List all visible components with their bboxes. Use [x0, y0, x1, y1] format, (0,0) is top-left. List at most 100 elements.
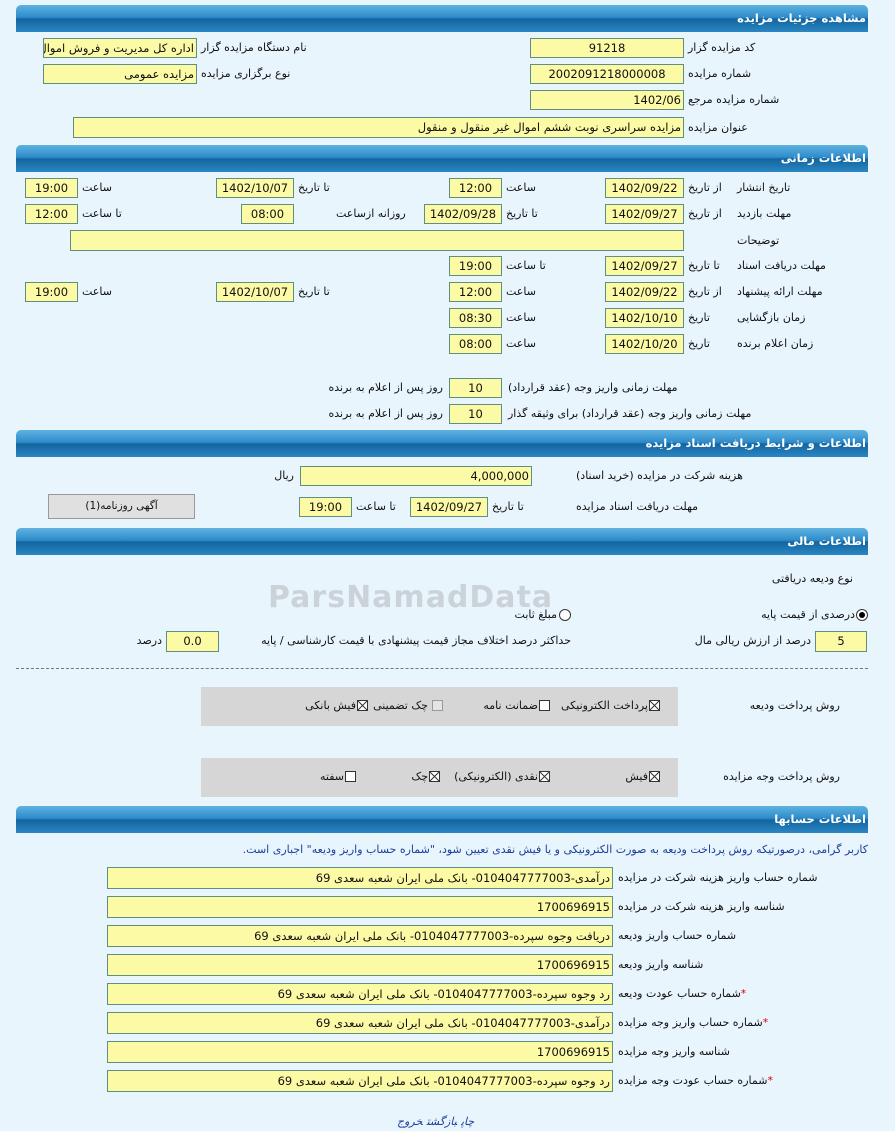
- checkbox-cheque[interactable]: [429, 771, 440, 782]
- to-date-label: تا تاریخ: [506, 207, 538, 220]
- account-row-value: دریافت وجوه سپرده-0104047777003- بانک مل…: [107, 925, 613, 947]
- pay-contract-suffix: روز پس از اعلام به برنده: [328, 381, 443, 394]
- account-row-label: شماره حساب واریز ودیعه: [618, 928, 736, 944]
- offer-to-time: 19:00: [25, 282, 78, 302]
- notes-field: [70, 230, 684, 251]
- type-label: نوع برگزاری مزایده: [201, 67, 291, 80]
- payment-methods-label: روش پرداخت وجه مزایده: [723, 770, 840, 783]
- checkbox-electronic[interactable]: [649, 700, 660, 711]
- offer-from-date: 1402/09/22: [605, 282, 684, 302]
- type-field: مزایده عمومی: [43, 64, 197, 84]
- radio-fixed[interactable]: [559, 609, 571, 621]
- checkbox-guarantee-label: ضمانت نامه: [483, 699, 538, 712]
- winner-time: 08:00: [449, 334, 502, 354]
- account-label-text: شماره حساب واریز ودیعه: [618, 929, 737, 942]
- radio-percent-label: درصدی از قیمت پایه: [761, 608, 855, 621]
- footer-links: چاپبازگشتخروج: [395, 1114, 476, 1130]
- org-field: اداره کل مدیریت و فروش اموال: [43, 38, 197, 58]
- to-date-label: تا تاریخ: [298, 181, 330, 194]
- checkbox-promissory[interactable]: [345, 771, 356, 782]
- account-label-text: شماره حساب واریز وجه مزایده: [618, 1016, 763, 1029]
- offer-label: مهلت ارائه پیشنهاد: [737, 285, 823, 298]
- account-row-value: 1700696915: [107, 1041, 613, 1063]
- to-date-label: تا تاریخ: [688, 259, 720, 272]
- docs-deadline-date: 1402/09/27: [410, 497, 488, 517]
- account-row-value: درآمدی-0104047777003- بانک ملی ایران شعب…: [107, 867, 613, 889]
- pay-collateral-label: مهلت زمانی واریز وجه (عقد قرارداد) برای …: [508, 407, 752, 420]
- account-row-value: درآمدی-0104047777003- بانک ملی ایران شعب…: [107, 1012, 613, 1034]
- checkbox-promissory-label: سفته: [320, 770, 344, 783]
- hour-label: ساعت: [506, 337, 536, 350]
- divider: [16, 668, 868, 669]
- fee-label: هزینه شرکت در مزایده (خرید اسناد): [576, 469, 743, 482]
- section-header-docs: اطلاعات و شرایط دریافت اسناد مزایده: [16, 430, 868, 457]
- checkbox-electronic-label: پرداخت الکترونیکی: [561, 699, 648, 712]
- exit-link[interactable]: خروج: [397, 1115, 423, 1128]
- hour-label: ساعت: [82, 181, 112, 194]
- pay-contract-days: 10: [449, 378, 502, 398]
- deposit-methods-label: روش پرداخت ودیعه: [749, 699, 840, 712]
- checkbox-cheque-guarantee[interactable]: [432, 700, 443, 711]
- account-row-value: 1700696915: [107, 896, 613, 918]
- currency-label: ریال: [274, 469, 294, 482]
- max-diff-unit: درصد: [136, 634, 162, 647]
- visit-daily-from: 08:00: [241, 204, 294, 224]
- checkbox-cash-electronic[interactable]: [539, 771, 550, 782]
- account-row-label: شماره حساب واریز هزینه شرکت در مزایده: [618, 870, 817, 886]
- required-mark: *: [762, 1016, 769, 1029]
- to-date-label: تا تاریخ: [298, 285, 330, 298]
- radio-percent[interactable]: [856, 609, 868, 621]
- hour-label: ساعت: [506, 311, 536, 324]
- checkbox-bank-receipt[interactable]: [357, 700, 368, 711]
- visit-from-date: 1402/09/27: [605, 204, 684, 224]
- required-mark: *: [740, 987, 747, 1000]
- hour-label: ساعت: [506, 285, 536, 298]
- account-label-text: شناسه واریز هزینه شرکت در مزایده: [618, 900, 785, 913]
- fee-field: 4,000,000: [300, 466, 532, 486]
- winner-date: 1402/10/20: [605, 334, 684, 354]
- checkbox-guarantee[interactable]: [539, 700, 550, 711]
- offer-from-time: 12:00: [449, 282, 502, 302]
- account-row-label: شناسه واریز هزینه شرکت در مزایده: [618, 899, 785, 915]
- winner-label: زمان اعلام برنده: [737, 337, 814, 350]
- deposit-type-label: نوع ودیعه دریافتی: [771, 572, 853, 585]
- code-label: کد مزایده گزار: [688, 41, 756, 54]
- max-diff-label: حداکثر درصد اختلاف مجاز قیمت پیشنهادی با…: [261, 634, 571, 647]
- visit-label: مهلت بازدید: [737, 207, 792, 220]
- section-header-accounts: اطلاعات حسابها: [16, 806, 868, 833]
- account-label-text: شناسه واریز وجه مزایده: [618, 1045, 730, 1058]
- back-link[interactable]: بازگشت: [426, 1115, 457, 1128]
- to-hour-label: تا ساعت: [356, 500, 396, 513]
- title-label: عنوان مزایده: [688, 121, 748, 134]
- date-label: تاریخ: [688, 311, 710, 324]
- opening-date: 1402/10/10: [605, 308, 684, 328]
- account-label-text: شماره حساب عودت ودیعه: [618, 987, 741, 1000]
- offer-to-date: 1402/10/07: [216, 282, 294, 302]
- publish-to-time: 19:00: [25, 178, 78, 198]
- date-label: تاریخ: [688, 337, 710, 350]
- from-date-label: از تاریخ: [688, 285, 722, 298]
- to-hour-label: تا ساعت: [506, 259, 546, 272]
- section-header-time: اطلاعات زمانی: [16, 145, 868, 172]
- percent-label: درصد از ارزش ریالی مال: [694, 634, 811, 647]
- hour-label: ساعت: [506, 181, 536, 194]
- account-label-text: شماره حساب واریز هزینه شرکت در مزایده: [618, 871, 818, 884]
- ref-label: شماره مزایده مرجع: [688, 93, 780, 106]
- accounts-note: کاربر گرامی، درصورتیکه روش پرداخت ودیعه …: [242, 843, 868, 856]
- print-link[interactable]: چاپ: [460, 1115, 475, 1128]
- notes-label: توضیحات: [737, 234, 780, 247]
- opening-label: زمان بازگشایی: [737, 311, 806, 324]
- checkbox-receipt[interactable]: [649, 771, 660, 782]
- to-date-label: تا تاریخ: [492, 500, 524, 513]
- doc-deadline-date: 1402/09/27: [605, 256, 684, 276]
- max-diff-field: 0.0: [166, 631, 219, 652]
- account-row-label: *شماره حساب واریز وجه مزایده: [618, 1015, 768, 1031]
- to-hour-label: تا ساعت: [82, 207, 122, 220]
- hour-label: ساعت: [82, 285, 112, 298]
- account-row-value: رد وجوه سپرده-0104047777003- بانک ملی ای…: [107, 983, 613, 1005]
- from-date-label: از تاریخ: [688, 207, 722, 220]
- checkbox-cheque-label: چک: [411, 770, 428, 783]
- newspaper-ad-button[interactable]: آگهی روزنامه(1): [48, 494, 195, 519]
- docs-deadline-label: مهلت دریافت اسناد مزایده: [576, 500, 699, 513]
- checkbox-cheque-guarantee-label: چک تضمینی: [373, 699, 428, 712]
